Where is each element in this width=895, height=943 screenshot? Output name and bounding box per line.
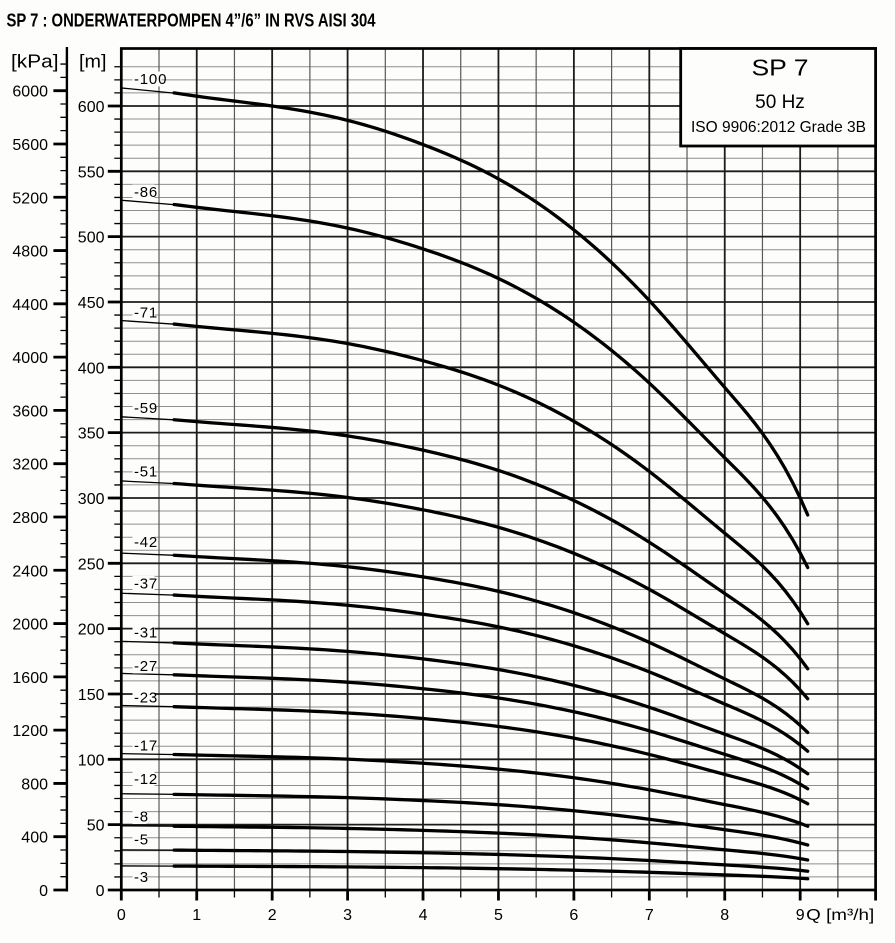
svg-text:600: 600 — [78, 99, 105, 116]
svg-text:0: 0 — [39, 883, 48, 900]
svg-text:3: 3 — [343, 907, 352, 924]
svg-text:4: 4 — [419, 907, 428, 924]
svg-text:150: 150 — [78, 687, 105, 704]
svg-text:[m]: [m] — [79, 52, 107, 72]
svg-text:5: 5 — [494, 907, 503, 924]
svg-text:1600: 1600 — [12, 670, 48, 687]
svg-text:-42: -42 — [134, 534, 158, 551]
svg-text:5600: 5600 — [12, 137, 48, 154]
svg-text:SP 7 : ONDERWATERPOMPEN 4”/6”: SP 7 : ONDERWATERPOMPEN 4”/6” IN RVS AIS… — [7, 11, 376, 31]
svg-text:550: 550 — [78, 164, 105, 181]
svg-text:-71: -71 — [134, 305, 158, 322]
svg-text:3600: 3600 — [12, 403, 48, 420]
svg-text:500: 500 — [78, 230, 105, 247]
svg-text:-12: -12 — [134, 771, 158, 788]
svg-text:0: 0 — [96, 883, 105, 900]
svg-text:6000: 6000 — [12, 84, 48, 101]
svg-text:300: 300 — [78, 491, 105, 508]
svg-text:-8: -8 — [134, 809, 149, 826]
svg-text:2: 2 — [268, 907, 277, 924]
svg-text:8: 8 — [720, 907, 729, 924]
svg-text:-23: -23 — [134, 690, 158, 707]
svg-text:4000: 4000 — [12, 350, 48, 367]
svg-text:2800: 2800 — [12, 510, 48, 527]
svg-text:400: 400 — [21, 830, 48, 847]
svg-text:-3: -3 — [134, 869, 149, 886]
svg-text:SP 7: SP 7 — [752, 55, 809, 81]
svg-text:50: 50 — [87, 818, 105, 835]
svg-text:0: 0 — [117, 907, 126, 924]
svg-text:-31: -31 — [134, 624, 158, 641]
svg-text:250: 250 — [78, 556, 105, 573]
svg-text:-17: -17 — [134, 737, 158, 754]
svg-text:6: 6 — [569, 907, 578, 924]
svg-text:2000: 2000 — [12, 617, 48, 634]
svg-text:-5: -5 — [134, 832, 149, 849]
svg-text:ISO 9906:2012 Grade 3B: ISO 9906:2012 Grade 3B — [691, 119, 866, 136]
svg-text:-86: -86 — [134, 184, 158, 201]
svg-text:50 Hz: 50 Hz — [755, 92, 805, 113]
svg-text:[kPa]: [kPa] — [11, 52, 59, 72]
svg-text:4400: 4400 — [12, 297, 48, 314]
svg-text:-59: -59 — [134, 400, 158, 417]
svg-text:1: 1 — [192, 907, 201, 924]
svg-text:800: 800 — [21, 776, 48, 793]
svg-text:-51: -51 — [134, 464, 158, 481]
svg-text:9: 9 — [796, 907, 805, 924]
svg-text:400: 400 — [78, 360, 105, 377]
svg-text:1200: 1200 — [12, 723, 48, 740]
svg-text:450: 450 — [78, 295, 105, 312]
svg-text:100: 100 — [78, 752, 105, 769]
svg-text:350: 350 — [78, 426, 105, 443]
svg-text:-37: -37 — [134, 576, 158, 593]
svg-text:5200: 5200 — [12, 190, 48, 207]
svg-text:7: 7 — [645, 907, 654, 924]
svg-text:2400: 2400 — [12, 563, 48, 580]
svg-text:Q [m³/h]: Q [m³/h] — [806, 907, 874, 924]
svg-text:4800: 4800 — [12, 244, 48, 261]
svg-text:3200: 3200 — [12, 457, 48, 474]
svg-text:-100: -100 — [134, 71, 167, 88]
svg-text:200: 200 — [78, 622, 105, 639]
svg-text:-27: -27 — [134, 658, 158, 675]
